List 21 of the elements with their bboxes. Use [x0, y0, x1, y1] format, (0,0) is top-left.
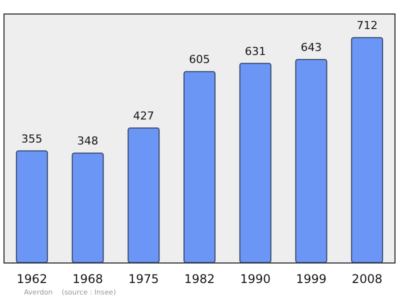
bar	[295, 59, 328, 263]
x-tick-label: 1990	[240, 272, 271, 286]
data-label: 631	[244, 44, 266, 58]
bar	[239, 62, 272, 263]
data-label: 355	[21, 132, 42, 146]
data-label: 605	[189, 53, 210, 66]
bar	[184, 71, 216, 263]
bar	[351, 37, 384, 263]
bar	[128, 128, 160, 263]
x-tick-label: 1975	[128, 272, 159, 286]
bar	[72, 152, 104, 263]
x-tick-label: 1999	[296, 272, 326, 286]
x-tick-label: 1968	[72, 272, 104, 286]
x-tick-label: 2008	[352, 272, 382, 286]
data-label: 427	[133, 110, 154, 123]
bar	[16, 150, 48, 263]
data-label: 712	[356, 19, 378, 32]
data-label: 348	[77, 134, 98, 148]
data-label: 643	[300, 41, 322, 54]
x-tick-label: 1982	[184, 272, 215, 286]
x-tick-label: 1962	[16, 272, 48, 286]
